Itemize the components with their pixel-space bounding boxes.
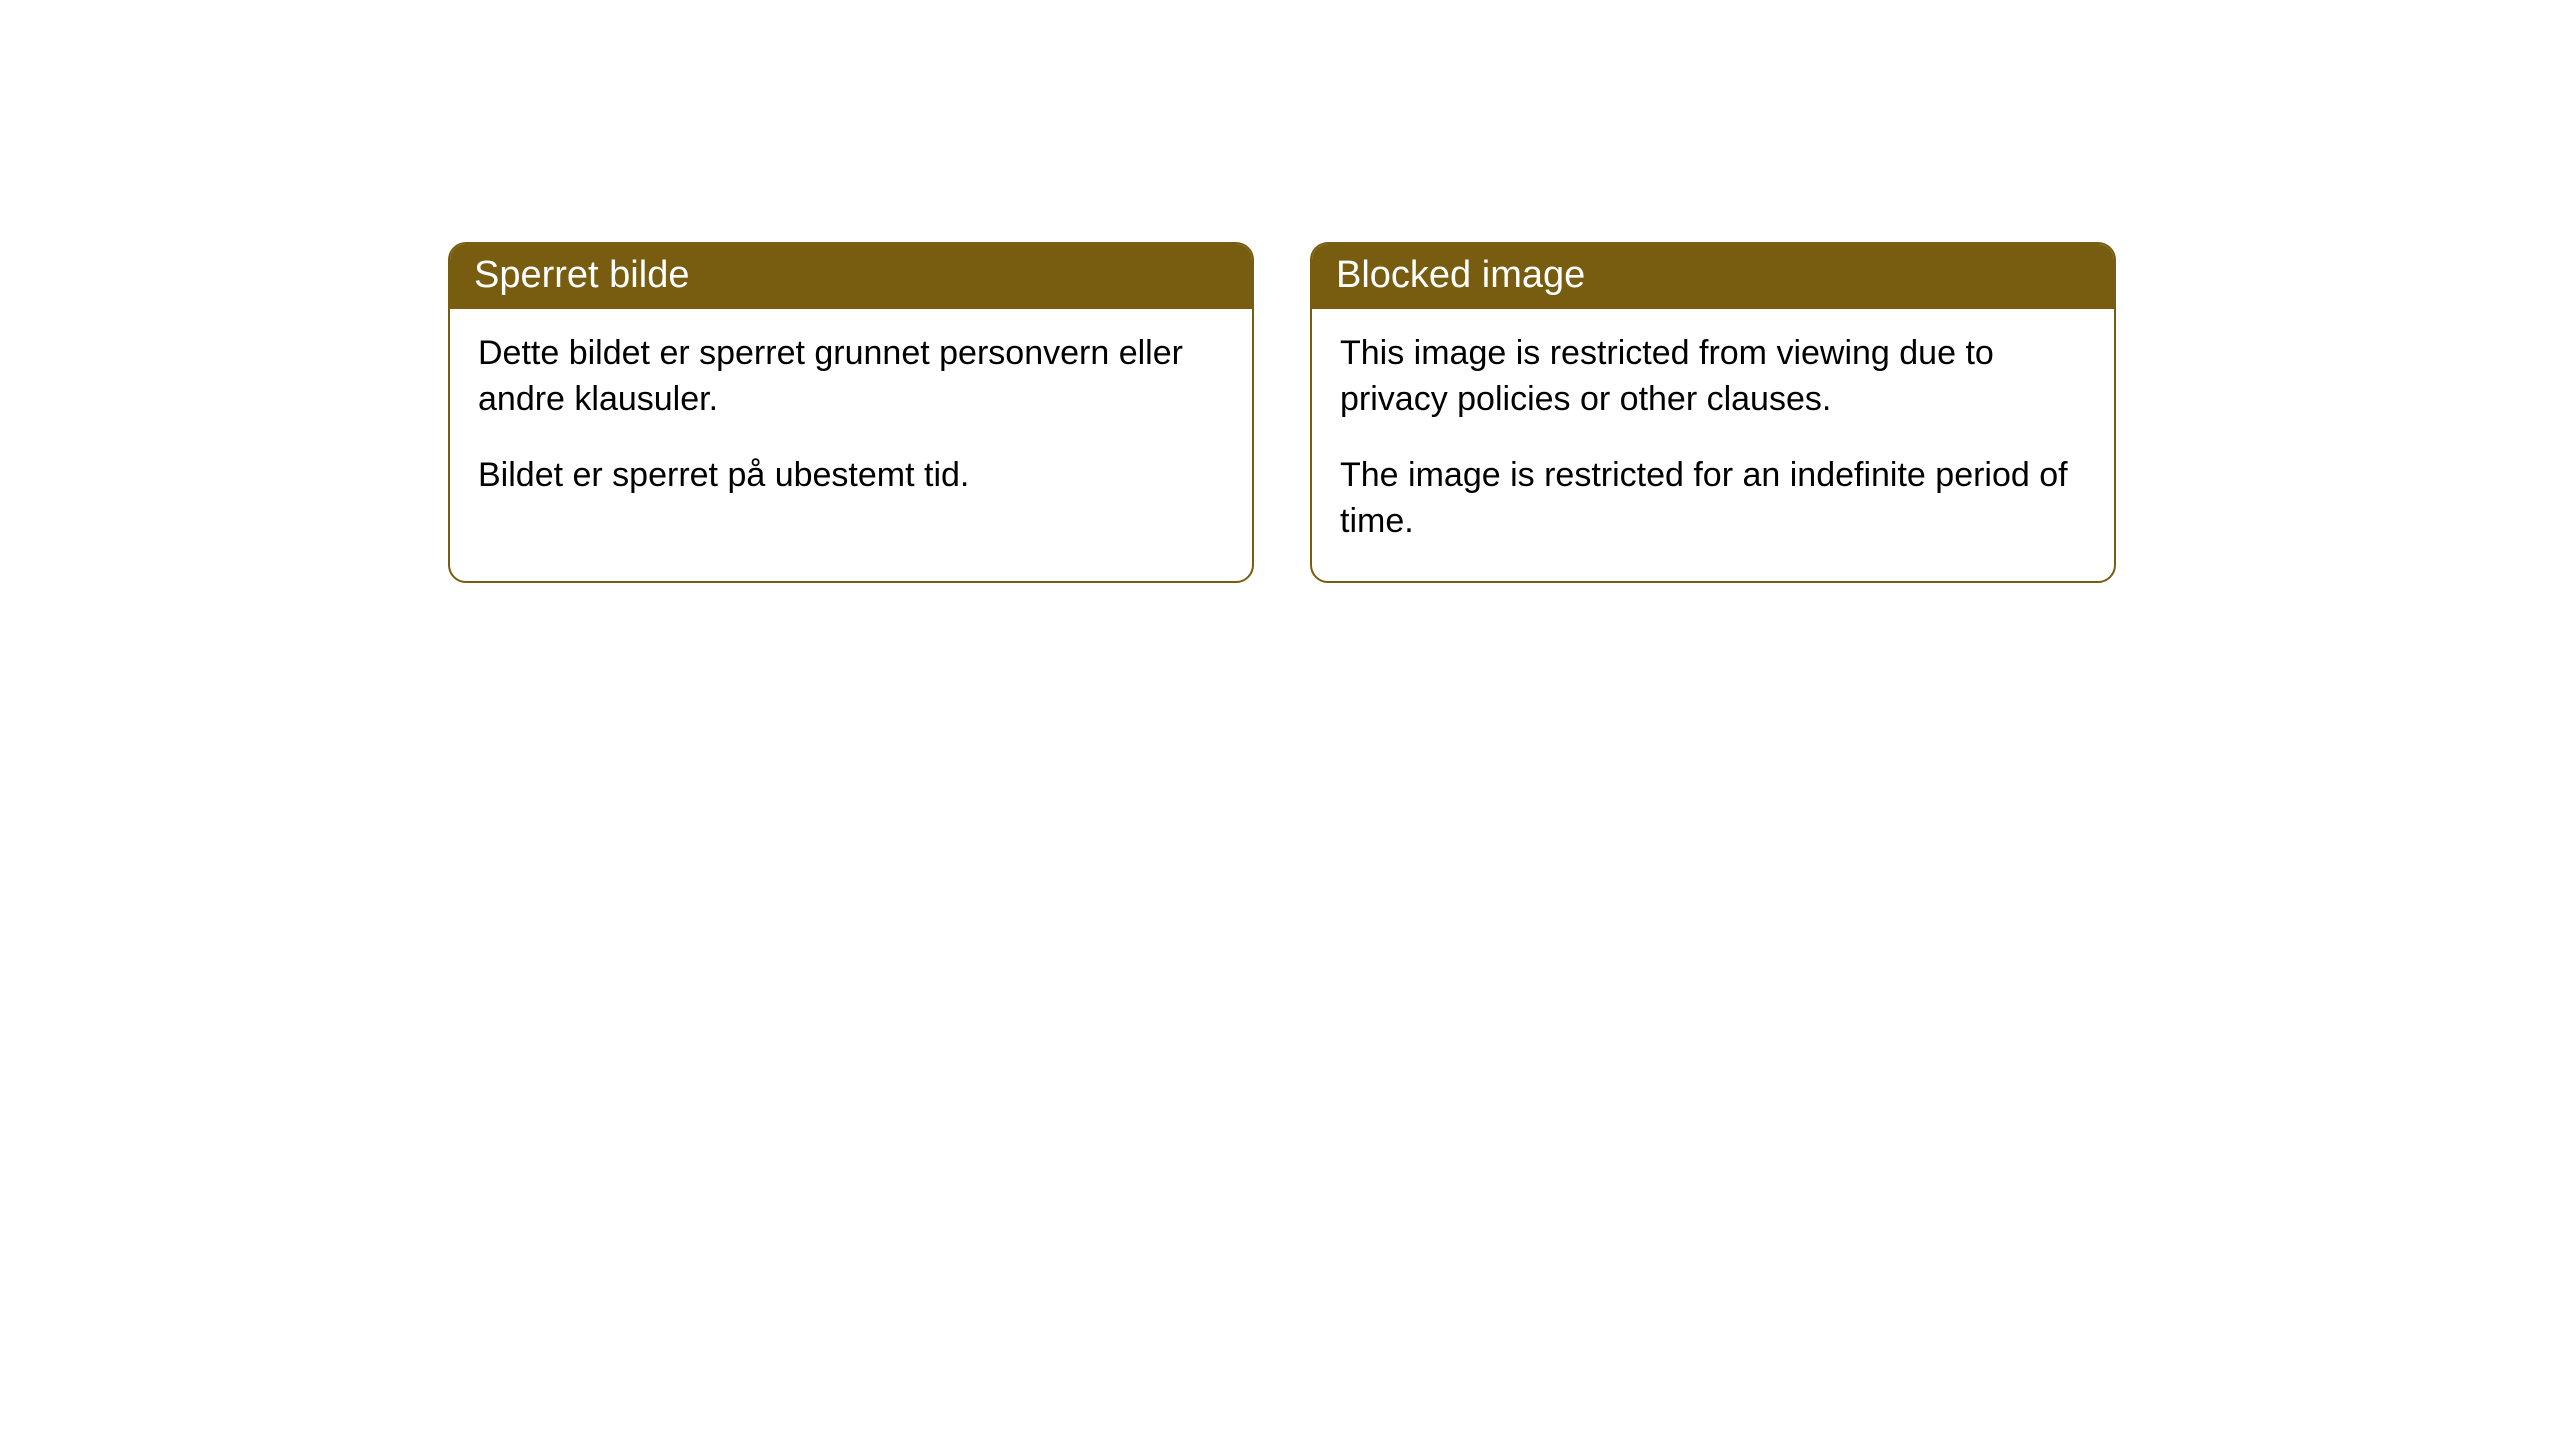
card-header: Blocked image	[1312, 244, 2114, 309]
card-body: Dette bildet er sperret grunnet personve…	[450, 309, 1252, 535]
notice-cards-container: Sperret bilde Dette bildet er sperret gr…	[0, 0, 2560, 583]
notice-paragraph-1: Dette bildet er sperret grunnet personve…	[478, 331, 1224, 423]
notice-card-norwegian: Sperret bilde Dette bildet er sperret gr…	[448, 242, 1254, 583]
notice-paragraph-2: The image is restricted for an indefinit…	[1340, 453, 2086, 545]
card-header: Sperret bilde	[450, 244, 1252, 309]
notice-paragraph-1: This image is restricted from viewing du…	[1340, 331, 2086, 423]
card-body: This image is restricted from viewing du…	[1312, 309, 2114, 581]
notice-card-english: Blocked image This image is restricted f…	[1310, 242, 2116, 583]
notice-paragraph-2: Bildet er sperret på ubestemt tid.	[478, 453, 1224, 499]
